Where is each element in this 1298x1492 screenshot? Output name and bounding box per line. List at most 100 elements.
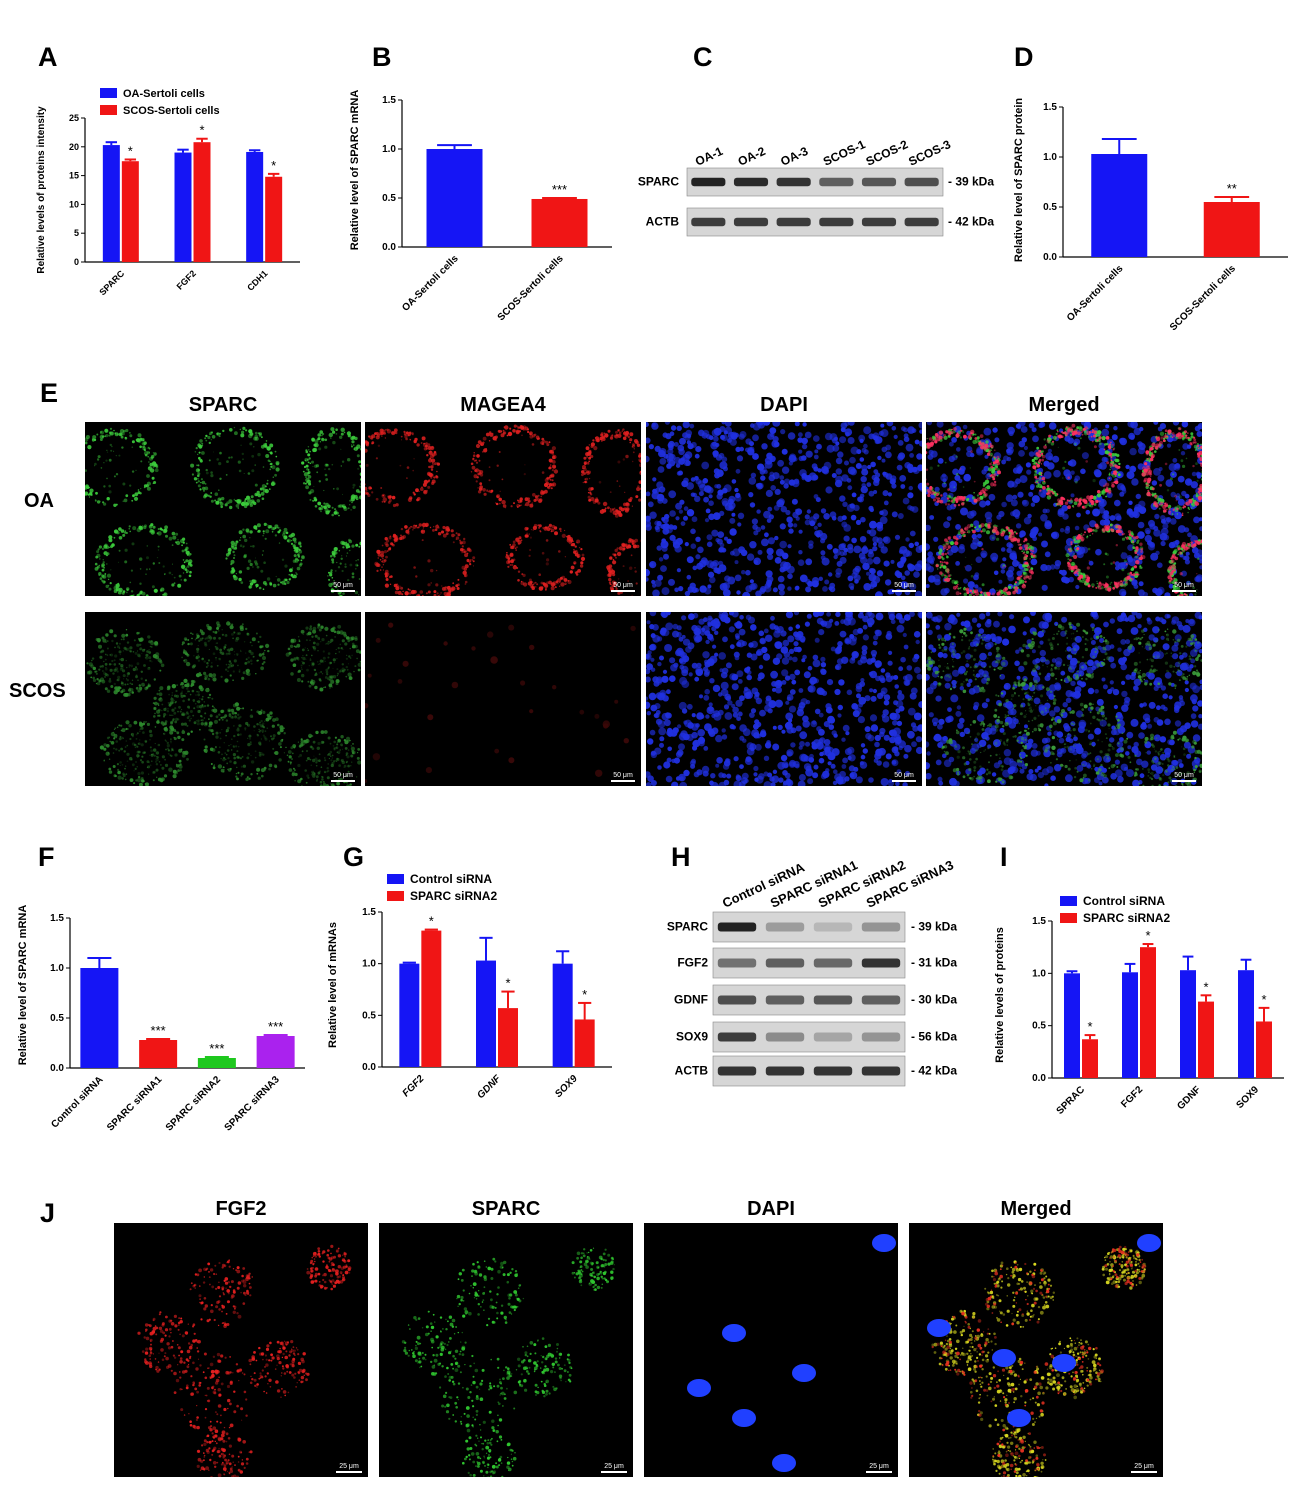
micrograph-signal xyxy=(103,502,107,506)
nucleus xyxy=(779,475,785,480)
nucleus xyxy=(1168,541,1176,549)
nucleus xyxy=(1135,493,1141,500)
micrograph-signal xyxy=(338,549,341,552)
micrograph-signal xyxy=(1158,442,1161,445)
micrograph-signal xyxy=(225,474,228,476)
micrograph-signal xyxy=(464,580,468,584)
micrograph-signal xyxy=(1197,495,1202,501)
micrograph-signal xyxy=(330,427,335,432)
nucleus xyxy=(781,552,789,560)
micrograph-signal xyxy=(1200,445,1202,449)
micrograph-signal xyxy=(576,539,581,544)
nucleus xyxy=(748,492,754,498)
micrograph-signal xyxy=(290,542,294,545)
micrograph-signal xyxy=(382,497,387,502)
nucleus xyxy=(813,454,819,460)
micrograph-signal xyxy=(1041,454,1046,459)
nucleus xyxy=(820,508,827,514)
micrograph-signal xyxy=(474,468,480,473)
micrograph-signal xyxy=(589,456,592,458)
micrograph-signal xyxy=(290,532,296,537)
nucleus xyxy=(1073,438,1081,445)
micrograph-signal xyxy=(410,589,416,595)
micrograph-signal xyxy=(574,571,578,574)
micrograph-signal xyxy=(589,491,592,494)
chart-b-significance: *** xyxy=(552,182,567,197)
micrograph-signal xyxy=(149,568,151,570)
micrograph-signal xyxy=(101,574,104,577)
micrograph-signal xyxy=(249,562,253,567)
micrograph-signal xyxy=(199,439,203,443)
micrograph-signal xyxy=(325,478,329,481)
micrograph-signal xyxy=(1110,455,1112,458)
micrograph-signal xyxy=(1147,489,1150,492)
micrograph-signal xyxy=(345,541,348,543)
nucleus xyxy=(1118,562,1126,570)
nucleus xyxy=(826,543,833,550)
micrograph-signal xyxy=(295,572,297,574)
nucleus xyxy=(748,477,757,485)
micrograph-signal xyxy=(522,573,526,577)
micrograph-signal xyxy=(271,465,276,470)
micrograph-signal xyxy=(248,585,252,589)
nucleus xyxy=(976,533,982,539)
micrograph-signal xyxy=(595,440,597,442)
micrograph-signal xyxy=(1200,462,1202,468)
nucleus xyxy=(1047,448,1052,453)
micrograph-signal xyxy=(1047,489,1050,492)
micrograph-signal xyxy=(420,442,423,444)
micrograph-signal xyxy=(271,526,275,531)
nucleus xyxy=(767,553,774,560)
micrograph-signal xyxy=(435,524,439,529)
micrograph-signal xyxy=(376,569,379,572)
micrograph-signal xyxy=(551,446,556,451)
micrograph-signal xyxy=(395,537,399,541)
micrograph-signal xyxy=(94,567,99,571)
micrograph-signal xyxy=(106,552,110,556)
nucleus xyxy=(1032,526,1039,534)
micrograph-signal xyxy=(1115,453,1120,458)
nucleus xyxy=(1182,555,1187,560)
micrograph-signal xyxy=(1180,459,1184,463)
chart-f-significance: *** xyxy=(151,1023,166,1038)
chart-i-category-label: SPRAC xyxy=(1055,1084,1088,1117)
micrograph-signal xyxy=(400,527,404,531)
micrograph-signal xyxy=(955,498,958,501)
micrograph-signal xyxy=(477,490,482,494)
nucleus xyxy=(818,576,823,581)
micrograph-signal xyxy=(348,538,351,542)
micrograph-signal xyxy=(387,495,390,498)
nucleus xyxy=(866,558,874,565)
micrograph-signal xyxy=(302,470,305,473)
micrograph-signal xyxy=(1007,585,1012,589)
micrograph-signal xyxy=(1057,430,1059,433)
micrograph-signal xyxy=(1071,423,1076,428)
micrograph-signal xyxy=(416,443,420,447)
chart-g-significance: * xyxy=(505,976,510,991)
micrograph-signal xyxy=(1151,492,1154,495)
nucleus xyxy=(940,474,948,482)
micrograph-signal xyxy=(1149,472,1152,476)
micrograph-signal xyxy=(242,458,244,461)
chart-i-bar-sprac-1 xyxy=(1082,1039,1098,1078)
chart-g-bar-fgf2-1 xyxy=(421,930,442,1067)
micrograph-signal xyxy=(401,593,404,596)
nucleus xyxy=(764,532,769,538)
micrograph-signal xyxy=(139,437,143,441)
micrograph-signal xyxy=(926,489,930,492)
micrograph-signal xyxy=(171,531,176,536)
micrograph-signal xyxy=(157,549,160,551)
nucleus xyxy=(676,568,681,573)
micrograph-signal xyxy=(1065,426,1068,429)
micrograph-signal xyxy=(216,432,220,436)
micrograph-signal xyxy=(142,439,145,442)
nucleus xyxy=(867,551,875,558)
micrograph-signal xyxy=(307,461,310,464)
micrograph-signal xyxy=(229,547,232,550)
micrograph-signal xyxy=(214,492,219,496)
nucleus xyxy=(753,557,761,566)
e-col-title-sparc: SPARC xyxy=(188,394,258,416)
micrograph-signal xyxy=(938,497,940,499)
blot-membrane-sparc xyxy=(686,167,944,197)
nucleus xyxy=(704,518,710,523)
